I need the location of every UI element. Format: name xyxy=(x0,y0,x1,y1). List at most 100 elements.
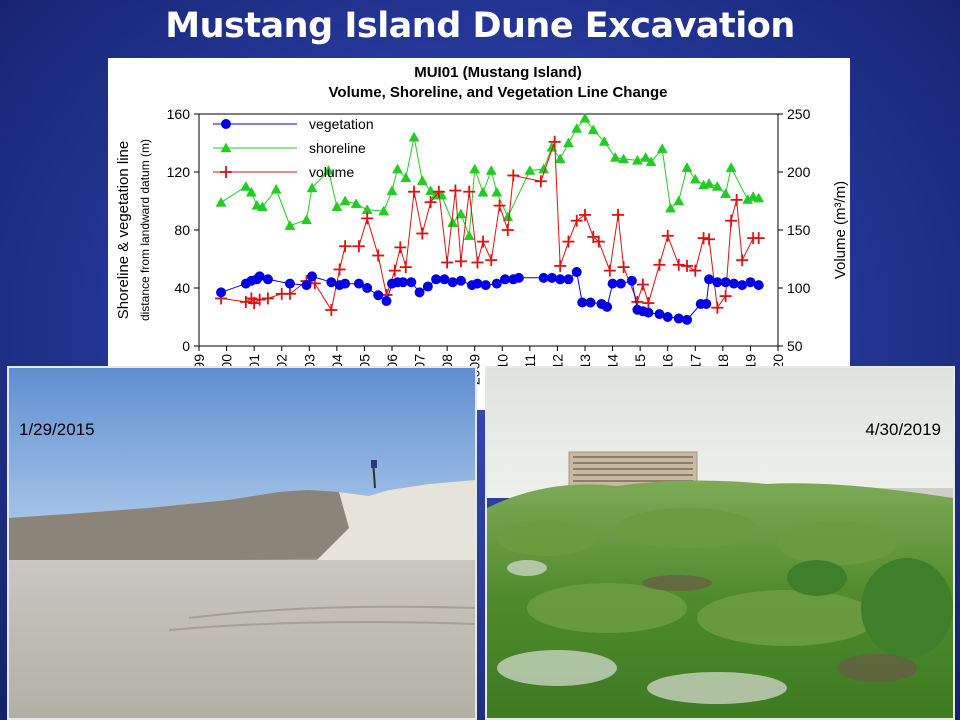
volume-point xyxy=(703,233,716,246)
shoreline-point xyxy=(587,124,599,135)
vegetation-point xyxy=(585,297,596,308)
legend-label-shoreline: shoreline xyxy=(309,140,366,156)
legend-marker-volume xyxy=(220,166,232,178)
shoreline-point xyxy=(463,230,475,241)
volume-point xyxy=(352,240,365,253)
shoreline-point xyxy=(725,162,737,172)
photo-date-right: 4/30/2019 xyxy=(865,420,941,439)
vegetation-point xyxy=(262,274,273,285)
shoreline-point xyxy=(563,137,574,148)
volume-point xyxy=(579,208,591,221)
shoreline-point xyxy=(554,153,566,164)
chart-legend: vegetation shoreline volume xyxy=(213,116,374,180)
shoreline-point xyxy=(631,154,643,165)
right-tick-label: 200 xyxy=(787,164,811,180)
volume-point xyxy=(424,196,437,209)
shoreline-point xyxy=(689,173,701,184)
vegetation-point xyxy=(662,312,673,322)
vegetation-point xyxy=(720,277,731,288)
vegetation-point xyxy=(704,274,715,285)
volume-point xyxy=(736,254,749,267)
shoreline-point xyxy=(284,220,296,230)
vegetation-point xyxy=(602,301,613,312)
vegetated-dune-image xyxy=(487,368,953,718)
volume-shoreline-vegetation-chart: MUI01 (Mustang Island) Volume, Shoreline… xyxy=(115,64,849,385)
vegetation-point xyxy=(513,272,524,283)
volume-point xyxy=(454,255,467,268)
volume-point xyxy=(361,212,374,225)
volume-point xyxy=(408,185,421,198)
volume-point xyxy=(725,214,738,227)
volume-point xyxy=(441,256,454,269)
shoreline-point xyxy=(350,198,362,209)
volume-point xyxy=(570,214,583,227)
volume-point xyxy=(612,208,625,221)
vegetation-point xyxy=(615,278,626,289)
vegetation-point xyxy=(301,280,312,291)
shoreline-point xyxy=(339,195,351,206)
vegetation-point xyxy=(500,274,511,285)
plot-frame xyxy=(198,113,779,347)
volume-point xyxy=(507,169,520,182)
shoreline-point xyxy=(408,131,420,142)
shoreline-point xyxy=(673,195,685,206)
vegetation-point xyxy=(414,287,425,298)
volume-point xyxy=(432,185,445,198)
shoreline-point xyxy=(711,180,723,191)
vegetation-point xyxy=(563,274,574,285)
shoreline-point xyxy=(455,208,467,219)
vegetation-point xyxy=(491,278,502,289)
vegetation-point xyxy=(546,272,557,283)
shoreline-point xyxy=(491,186,503,197)
vegetation-point xyxy=(701,298,712,309)
vegetation-point xyxy=(406,277,417,288)
vegetation-point xyxy=(216,287,227,298)
shoreline-point xyxy=(579,112,591,123)
volume-point xyxy=(253,293,266,306)
vegetation-point xyxy=(571,267,582,278)
vegetation-point xyxy=(538,272,549,283)
volume-point xyxy=(534,175,547,188)
vegetation-point xyxy=(607,278,618,289)
volume-point xyxy=(554,259,567,272)
volume-point xyxy=(388,264,401,277)
volume-point xyxy=(471,256,484,269)
photo-vegetated-dune: 4/30/2019 xyxy=(485,366,955,720)
volume-point xyxy=(449,184,462,197)
volume-point xyxy=(283,287,296,300)
vegetation-point xyxy=(480,280,491,291)
shoreline-point xyxy=(640,151,652,162)
shoreline-point xyxy=(331,201,343,212)
shoreline-point xyxy=(256,201,268,212)
slide-title: Mustang Island Dune Excavation xyxy=(165,6,795,46)
legend-label-vegetation: vegetation xyxy=(309,116,374,132)
vegetation-point xyxy=(353,278,364,289)
shoreline-point xyxy=(681,162,693,172)
vegetation-point xyxy=(745,277,756,288)
vegetation-point xyxy=(381,296,392,307)
chart-panel: MUI01 (Mustang Island) Volume, Shoreline… xyxy=(108,58,850,410)
volume-point xyxy=(681,259,694,272)
shoreline-point xyxy=(524,165,536,175)
left-tick-label: 0 xyxy=(182,338,190,354)
volume-point xyxy=(501,224,514,236)
vegetation-point xyxy=(577,297,588,308)
shoreline-point xyxy=(538,163,550,174)
shoreline-point xyxy=(753,192,765,203)
photo-date-left: 1/29/2015 xyxy=(19,420,95,439)
legend-marker-vegetation xyxy=(221,119,231,129)
vegetation-point xyxy=(284,278,295,289)
volume-point xyxy=(697,232,710,245)
volume-point xyxy=(661,229,674,242)
right-tick-label: 50 xyxy=(787,338,803,354)
photo-excavated-dune: 1/29/2015 xyxy=(7,366,477,720)
vegetation-point xyxy=(431,274,442,285)
shoreline-point xyxy=(378,205,390,216)
volume-point xyxy=(325,304,338,317)
right-tick-label: 250 xyxy=(787,106,811,122)
vegetation-point xyxy=(326,277,337,288)
shoreline-point xyxy=(485,165,497,175)
vegetation-point xyxy=(422,281,433,292)
shoreline-point xyxy=(609,151,621,162)
vegetation-point xyxy=(439,274,450,285)
